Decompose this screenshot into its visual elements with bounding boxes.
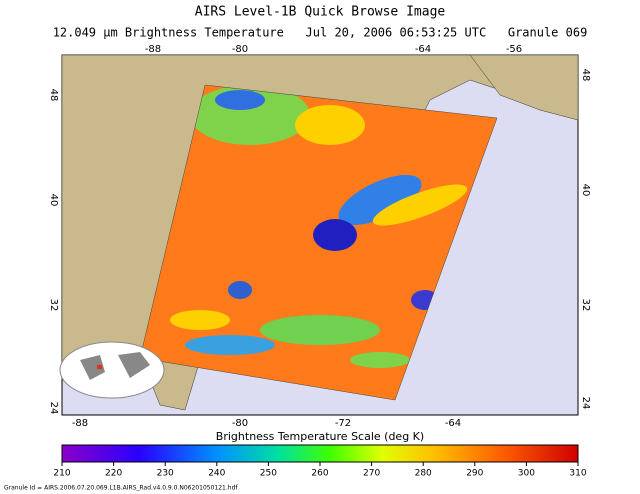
lat-label: 48 [48,89,59,102]
map [59,54,579,416]
lon-label: -88 [145,44,161,55]
lat-label: 48 [580,69,591,82]
lon-label: -80 [232,44,248,55]
colorbar-tick-label: 270 [363,469,380,479]
colorbar-tick-label: 210 [53,469,70,479]
lat-label: 32 [48,299,59,312]
colorbar-tick-label: 260 [311,469,328,479]
lat-label: 32 [580,299,591,312]
colorbar-tick-label: 310 [569,469,586,479]
lat-label: 24 [48,402,59,415]
lon-label: -56 [506,44,522,55]
granule-id: Granule Id = AIRS.2006.07.20.069.L1B.AIR… [4,485,238,492]
lat-label: 40 [48,194,59,207]
colorbar-tick-label: 280 [415,469,432,479]
colorbar-tick-label: 250 [260,469,277,479]
colorbar-tick-label: 300 [518,469,535,479]
colorbar-tick-label: 240 [208,469,225,479]
colorbar-tick-label: 220 [105,469,122,479]
colorbar [61,444,579,463]
colorbar-label: Brightness Temperature Scale (deg K) [216,430,424,443]
title: AIRS Level-1B Quick Browse Image [195,5,446,20]
swath [140,85,497,400]
colorbar-tick-label: 230 [157,469,174,479]
lon-label: -72 [335,418,351,429]
lon-label: -80 [232,418,248,429]
colorbar-tick-label: 290 [466,469,483,479]
lat-label: 24 [580,397,591,410]
lon-label: -64 [415,44,431,55]
lon-label: -64 [445,418,461,429]
lon-label: -88 [72,418,88,429]
lat-label: 40 [580,184,591,197]
subtitle: 12.049 μm Brightness Temperature Jul 20,… [53,26,588,40]
